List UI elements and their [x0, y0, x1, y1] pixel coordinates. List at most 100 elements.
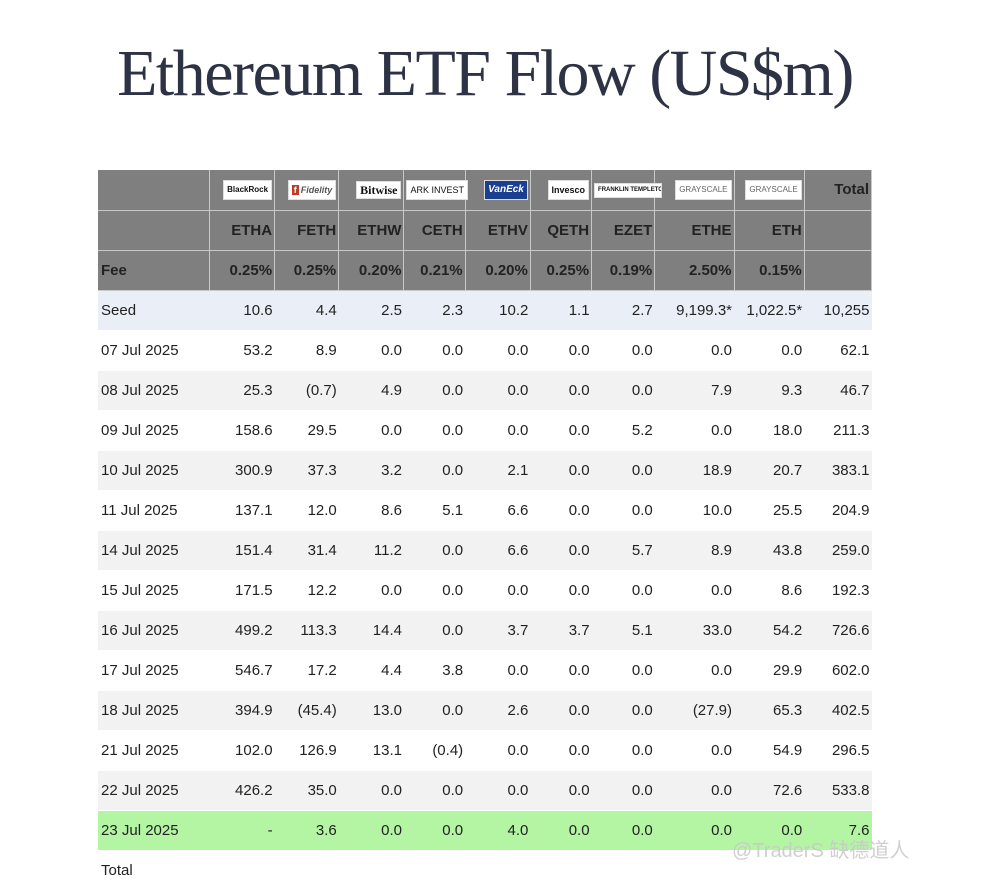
flow-cell: 0.0: [338, 330, 404, 371]
fee-cell: 0.25%: [274, 250, 340, 291]
flow-cell: (0.7): [274, 370, 339, 411]
table-row: 09 Jul 2025 158.6 29.5 0.0 0.0 0.0 0.0 5.2 0.0 18…: [98, 410, 872, 451]
row-label: 15 Jul 2025: [98, 570, 210, 611]
row-label: 14 Jul 2025: [98, 530, 210, 571]
table-row: 07 Jul 2025 53.2 8.9 0.0 0.0 0.0 0.0 0.0 0.0 0.0 6…: [98, 330, 872, 371]
table-row: Seed 10.6 4.4 2.5 2.3 10.2 1.1 2.7 9,199.3* 1,022…: [98, 290, 872, 331]
watermark-text: @TraderS 缺德道人: [732, 840, 910, 862]
flow-cell: 25.5: [734, 490, 805, 531]
table-row: 18 Jul 2025 394.9 (45.4) 13.0 0.0 2.6 0.0 0.0 (2…: [98, 690, 872, 731]
flow-cell: 11.2: [338, 530, 404, 571]
row-total: 46.7: [804, 370, 872, 411]
flow-cell: [465, 850, 531, 891]
table-row: 21 Jul 2025 102.0 126.9 13.1 (0.4) 0.0 0.0 0.0 0…: [98, 730, 872, 771]
flow-cell: 12.2: [274, 570, 339, 611]
table-row: 16 Jul 2025 499.2 113.3 14.4 0.0 3.7 3.7 5.1 33.…: [98, 610, 872, 651]
flow-cell: 33.0: [654, 610, 734, 651]
flow-cell: [530, 850, 592, 891]
flow-cell: 0.0: [530, 650, 592, 691]
row-total: 10,255: [804, 290, 872, 331]
grayscale-logo: GRAYSCALE: [675, 179, 732, 200]
flow-cell: 0.0: [654, 730, 734, 771]
flow-cell: 18.0: [734, 410, 805, 451]
flow-cell: (0.4): [403, 730, 466, 771]
flow-cell: -: [209, 810, 275, 851]
flow-cell: 0.0: [591, 770, 655, 811]
flow-cell: 1,022.5*: [734, 290, 805, 331]
flow-cell: 2.6: [465, 690, 531, 731]
fee-cell: 2.50%: [654, 250, 735, 291]
flow-cell: 0.0: [591, 570, 655, 611]
flow-cell: 9,199.3*: [654, 290, 734, 331]
row-total: 62.1: [804, 330, 872, 371]
flow-cell: 0.0: [530, 450, 592, 491]
fee-cell: 0.21%: [403, 250, 466, 291]
flow-cell: 37.3: [274, 450, 339, 491]
flow-cell: [591, 850, 655, 891]
flow-cell: 0.0: [403, 570, 466, 611]
flow-cell: 0.0: [734, 810, 805, 851]
flow-cell: 0.0: [403, 410, 466, 451]
flow-cell: 2.3: [403, 290, 466, 331]
fidelity-logo: f Fidelity: [287, 179, 337, 200]
row-total: 7.6: [804, 810, 872, 851]
flow-cell: 10.2: [465, 290, 531, 331]
flow-cell: 7.9: [654, 370, 734, 411]
flow-cell: [274, 850, 339, 891]
flow-cell: 0.0: [530, 370, 592, 411]
fee-cell: 0.25%: [530, 250, 593, 291]
page-title: Ethereum ETF Flow (US$m): [117, 37, 854, 110]
issuer-logo-row: BlackRock f Fidelity Bitwise ARK INVEST V…: [98, 170, 873, 211]
flow-cell: 0.0: [530, 810, 592, 851]
flow-cell: 0.0: [530, 410, 592, 451]
fee-cell: 0.20%: [465, 250, 531, 291]
flow-cell: 3.2: [338, 450, 404, 491]
flow-cell: 102.0: [209, 730, 275, 771]
flow-cell: 0.0: [465, 770, 531, 811]
flow-cell: [403, 850, 466, 891]
row-label: 07 Jul 2025: [98, 330, 210, 371]
flow-cell: 5.7: [591, 530, 655, 571]
flow-cell: 0.0: [654, 650, 734, 691]
row-label: 10 Jul 2025: [98, 450, 210, 491]
flow-cell: 3.6: [274, 810, 339, 851]
flow-cell: 126.9: [274, 730, 339, 771]
row-label: 16 Jul 2025: [98, 610, 210, 651]
flow-cell: 4.9: [338, 370, 404, 411]
flow-cell: 0.0: [654, 770, 734, 811]
flow-cell: 0.0: [403, 810, 466, 851]
flow-cell: 8.6: [734, 570, 805, 611]
table-row: 15 Jul 2025 171.5 12.2 0.0 0.0 0.0 0.0 0.0 0.0 8.…: [98, 570, 872, 611]
vaneck-logo: VanEck: [484, 179, 528, 200]
flow-cell: 6.6: [465, 490, 531, 531]
flow-cell: 0.0: [338, 810, 404, 851]
flow-cell: 0.0: [403, 530, 466, 571]
flow-cell: 113.3: [274, 610, 339, 651]
flow-cell: 72.6: [734, 770, 805, 811]
flow-cell: 54.9: [734, 730, 805, 771]
ticker-row: ETHA FETH ETHW CETH ETHV QETH EZET ETHE …: [98, 210, 873, 251]
ark-invest-logo: ARK INVEST: [406, 179, 468, 200]
flow-cell: 0.0: [530, 530, 592, 571]
row-total: 402.5: [804, 690, 872, 731]
flow-cell: 2.5: [338, 290, 404, 331]
flow-cell: 0.0: [591, 810, 655, 851]
flow-cell: 300.9: [209, 450, 275, 491]
flow-cell: 0.0: [338, 770, 404, 811]
ticker-header: ETHE: [654, 210, 735, 251]
flow-cell: 3.8: [403, 650, 466, 691]
fee-cell: 0.25%: [209, 250, 276, 291]
flow-cell: [338, 850, 404, 891]
header-blank-cell: [98, 170, 210, 211]
flow-cell: 0.0: [654, 410, 734, 451]
flow-cell: 2.1: [465, 450, 531, 491]
flow-cell: (27.9): [654, 690, 734, 731]
flow-cell: 3.7: [530, 610, 592, 651]
flow-cell: 0.0: [465, 410, 531, 451]
flow-cell: 0.0: [530, 730, 592, 771]
flow-cell: 13.1: [338, 730, 404, 771]
flow-cell: 0.0: [338, 410, 404, 451]
row-total: 296.5: [804, 730, 872, 771]
flow-cell: 5.1: [403, 490, 466, 531]
etf-flow-table: BlackRock f Fidelity Bitwise ARK INVEST V…: [98, 170, 873, 891]
